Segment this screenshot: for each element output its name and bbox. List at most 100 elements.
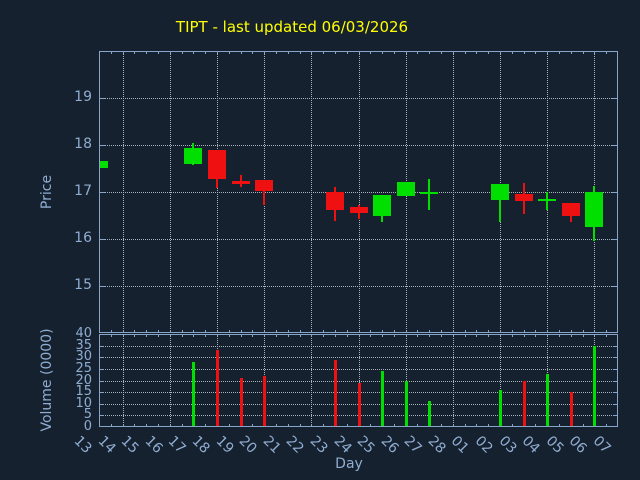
price-tick-mark xyxy=(99,192,105,193)
x-tick-mark xyxy=(488,51,490,54)
x-tick-mark xyxy=(169,51,171,54)
volume-tick-mark xyxy=(99,392,104,394)
x-tick-mark xyxy=(464,330,466,333)
volume-tick-mark xyxy=(613,426,618,427)
x-tick-mark xyxy=(122,424,124,427)
x-tick-mark xyxy=(216,334,218,337)
x-tick-mark xyxy=(417,330,419,333)
price-tick-label: 15 xyxy=(74,277,92,293)
x-tick-mark xyxy=(523,330,525,333)
x-tick-label: 04 xyxy=(518,433,543,457)
x-tick-mark xyxy=(441,51,443,54)
volume-tick-mark xyxy=(613,334,618,335)
x-tick-mark xyxy=(535,51,537,54)
volume-bar xyxy=(404,380,408,427)
x-tick-mark xyxy=(134,424,136,427)
price-gridline xyxy=(99,286,618,287)
x-tick-mark xyxy=(122,51,124,54)
x-tick-label: 20 xyxy=(235,433,260,457)
x-tick-mark xyxy=(476,330,478,333)
volume-tick-mark xyxy=(613,357,618,359)
volume-bar xyxy=(333,359,337,427)
x-tick-label: 16 xyxy=(141,433,166,457)
x-tick-mark xyxy=(264,334,266,337)
volume-tick-label: 0 xyxy=(83,419,92,434)
volume-tick-mark xyxy=(613,392,618,394)
x-tick-mark xyxy=(311,334,313,337)
x-tick-mark xyxy=(205,51,207,54)
x-tick-mark xyxy=(193,330,195,333)
x-tick-mark xyxy=(299,330,301,333)
candle-body xyxy=(207,149,226,180)
x-tick-mark xyxy=(464,424,466,427)
price-tick-mark xyxy=(99,286,105,287)
volume-bar xyxy=(428,401,432,427)
x-tick-mark xyxy=(417,334,419,337)
x-tick-mark xyxy=(535,334,537,337)
x-tick-mark xyxy=(570,330,572,333)
x-tick-mark xyxy=(323,51,325,54)
x-tick-label: 21 xyxy=(259,433,284,457)
price-tick-mark xyxy=(612,98,618,99)
price-tick-label: 17 xyxy=(74,183,92,199)
x-tick-mark xyxy=(299,51,301,54)
volume-tick-mark xyxy=(613,403,618,405)
x-tick-mark xyxy=(452,424,454,427)
x-tick-mark xyxy=(146,424,148,427)
x-tick-mark xyxy=(334,334,336,337)
x-tick-mark xyxy=(181,51,183,54)
x-tick-mark xyxy=(205,424,207,427)
candle-body xyxy=(349,207,368,213)
x-tick-label: 13 xyxy=(70,433,95,457)
volume-bar xyxy=(239,378,243,427)
x-tick-mark xyxy=(429,330,431,333)
volume-tick-label: 15 xyxy=(75,384,92,400)
x-tick-mark xyxy=(134,51,136,54)
x-tick-mark xyxy=(299,334,301,337)
x-tick-mark xyxy=(252,334,254,337)
x-tick-mark xyxy=(346,51,348,54)
x-tick-mark xyxy=(606,330,608,333)
x-tick-mark xyxy=(169,424,171,427)
x-tick-mark xyxy=(240,51,242,54)
x-tick-mark xyxy=(110,334,112,337)
x-tick-mark xyxy=(429,51,431,54)
x-tick-mark xyxy=(417,424,419,427)
x-tick-mark xyxy=(382,330,384,333)
x-tick-mark xyxy=(146,334,148,337)
x-tick-mark xyxy=(228,334,230,337)
x-tick-label: 01 xyxy=(448,433,473,457)
candle-body xyxy=(514,193,533,201)
x-tick-label: 22 xyxy=(282,433,307,457)
x-tick-mark xyxy=(547,330,549,333)
x-tick-mark xyxy=(240,330,242,333)
volume-tick-mark xyxy=(99,334,104,335)
volume-tick-mark xyxy=(99,368,104,370)
candle-body xyxy=(231,181,250,184)
x-tick-mark xyxy=(323,334,325,337)
x-tick-mark xyxy=(582,424,584,427)
x-tick-mark xyxy=(441,334,443,337)
x-tick-mark xyxy=(570,51,572,54)
x-tick-mark xyxy=(476,334,478,337)
x-tick-mark xyxy=(228,330,230,333)
x-tick-mark xyxy=(441,424,443,427)
volume-tick-mark xyxy=(99,415,104,417)
volume-tick-mark xyxy=(613,345,618,347)
x-tick-mark xyxy=(606,334,608,337)
price-tick-mark xyxy=(612,286,618,287)
x-tick-mark xyxy=(452,51,454,54)
x-tick-label: 03 xyxy=(495,433,520,457)
x-tick-mark xyxy=(511,334,513,337)
x-tick-mark xyxy=(393,51,395,54)
candle-body xyxy=(325,192,344,210)
x-tick-label: 24 xyxy=(330,433,355,457)
candle-body xyxy=(538,199,557,202)
volume-tick-mark xyxy=(613,368,618,370)
volume-bar xyxy=(569,392,573,427)
volume-tick-mark xyxy=(99,380,104,382)
price-tick-mark xyxy=(612,239,618,240)
volume-tick-label: 30 xyxy=(75,349,92,365)
x-tick-mark xyxy=(216,330,218,333)
volume-bar xyxy=(263,375,267,427)
